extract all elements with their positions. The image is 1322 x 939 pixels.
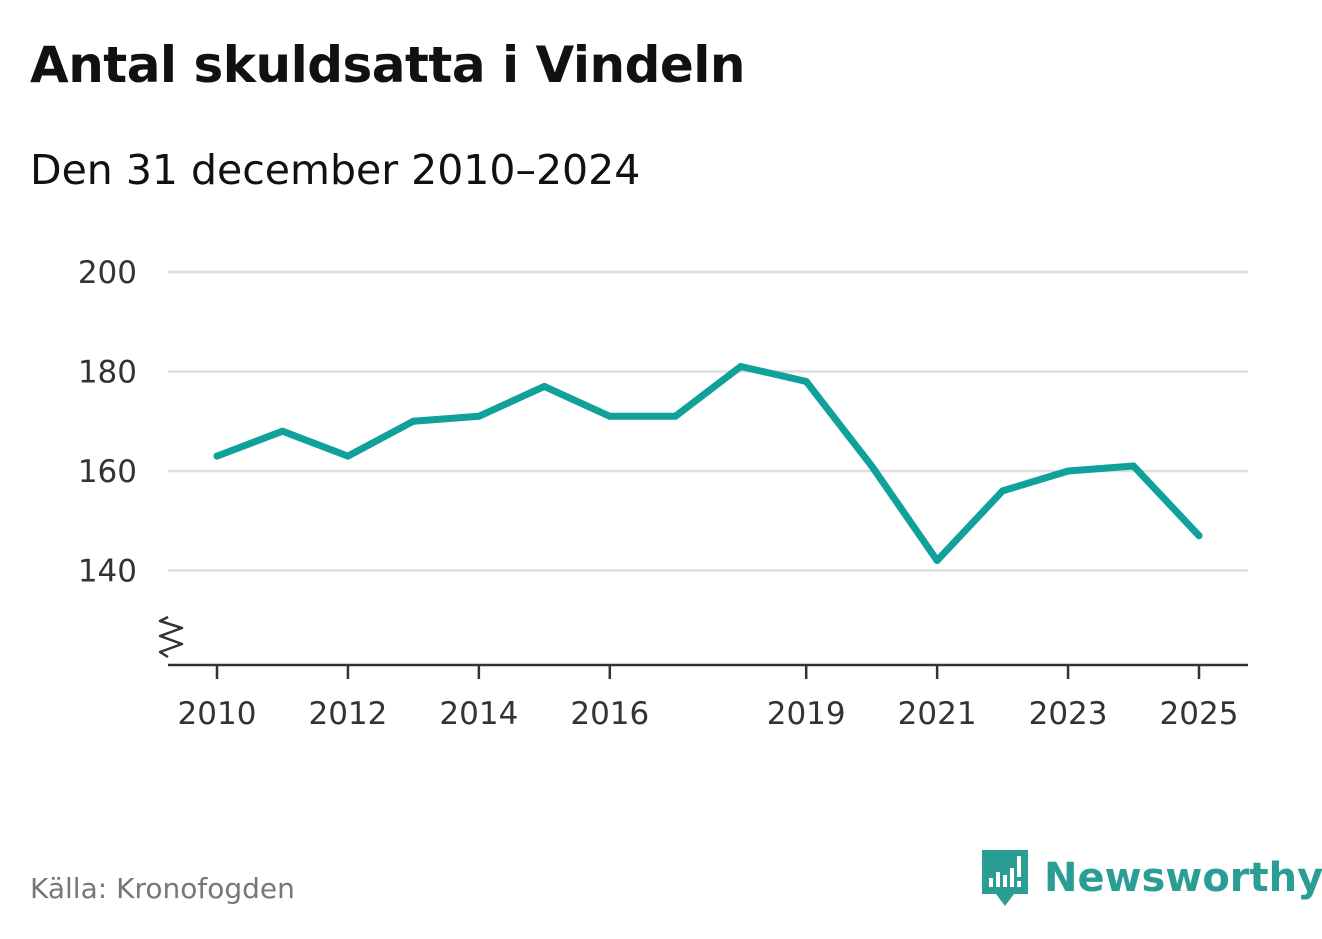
data-point: [999, 487, 1007, 495]
data-point: [540, 382, 548, 390]
x-tick-label: 2021: [898, 696, 977, 732]
data-point: [933, 557, 941, 565]
y-axis-labels: 140 160 180 200: [78, 255, 137, 589]
x-axis: 2010 2012 2014 2016 2019 2021 2023 2025: [168, 663, 1248, 732]
axis-break-icon: [158, 615, 184, 659]
data-point: [606, 412, 614, 420]
y-tick-label: 160: [78, 454, 137, 490]
source-label: Källa: Kronofogden: [30, 872, 295, 905]
data-point: [278, 427, 286, 435]
x-tick-label: 2023: [1029, 696, 1108, 732]
y-tick-label: 180: [78, 354, 137, 390]
data-point: [409, 417, 417, 425]
data-point: [868, 462, 876, 470]
x-tick-label: 2019: [767, 696, 846, 732]
x-tick-label: 2016: [570, 696, 649, 732]
y-tick-label: 140: [78, 553, 137, 589]
x-tick-label: 2012: [308, 696, 387, 732]
data-point: [475, 412, 483, 420]
data-point: [671, 412, 679, 420]
data-point: [213, 452, 221, 460]
chart-subtitle: Den 31 december 2010–2024: [30, 146, 641, 194]
x-tick-label: 2010: [178, 696, 257, 732]
data-point: [802, 377, 810, 385]
brand-name: Newsworthy: [1044, 855, 1322, 901]
grid-lines: [168, 270, 1248, 572]
series-group: [213, 363, 1203, 565]
y-tick-label: 200: [78, 255, 137, 291]
axis-break-zigzag: [158, 615, 184, 659]
brand-logo: Newsworthy: [980, 848, 1322, 908]
x-tick-label: 2014: [439, 696, 518, 732]
data-point: [344, 452, 352, 460]
data-point: [1064, 467, 1072, 475]
data-point: [1195, 532, 1203, 540]
chart-title: Antal skuldsatta i Vindeln: [30, 36, 746, 94]
x-tick-label: 2025: [1160, 696, 1239, 732]
newsworthy-logo-icon: [982, 850, 1028, 906]
series-line: [213, 363, 1203, 564]
data-point: [737, 363, 745, 371]
data-point: [1130, 462, 1138, 470]
